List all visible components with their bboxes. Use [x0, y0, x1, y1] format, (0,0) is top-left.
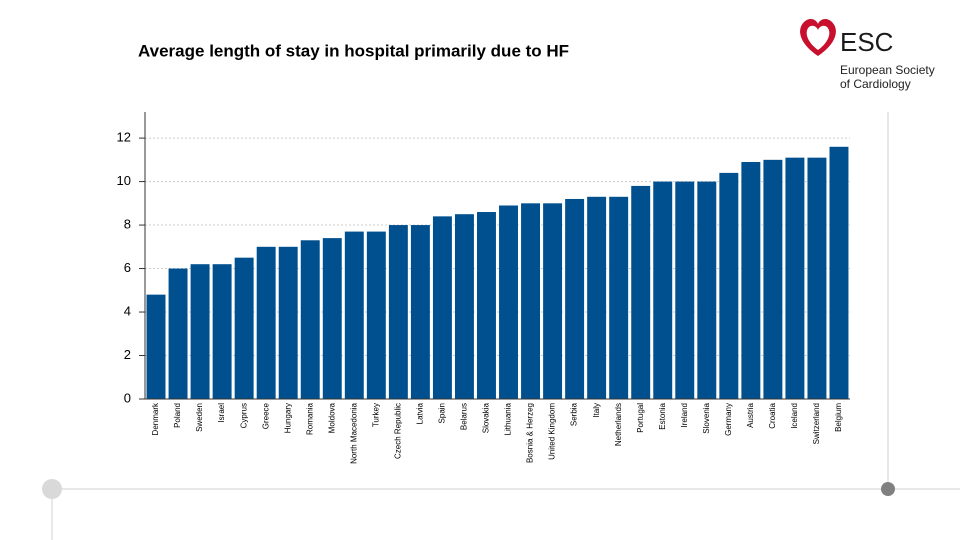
bar	[454, 214, 474, 399]
bar	[410, 225, 430, 399]
logo-line: European Society	[840, 63, 935, 77]
bar	[785, 157, 805, 399]
bar	[719, 172, 739, 399]
y-tick-label: 2	[124, 347, 131, 362]
bar	[322, 238, 342, 399]
bar	[829, 146, 849, 399]
decor-dot	[42, 479, 62, 499]
x-tick-label: Hungary	[283, 403, 292, 433]
x-tick-label: Poland	[173, 403, 182, 428]
bar	[300, 240, 320, 399]
x-tick-label: Turkey	[371, 403, 380, 427]
bar	[388, 225, 408, 399]
x-tick-label: Serbia	[570, 402, 579, 426]
x-tick-label: Estonia	[658, 402, 667, 429]
logo: ESC European Society of Cardiology	[800, 18, 935, 91]
x-tick-label: Latvia	[416, 402, 425, 424]
bar	[432, 216, 452, 399]
bar	[763, 159, 783, 399]
x-tick-label: Switzerland	[812, 403, 821, 444]
x-tick-label: Romania	[305, 402, 314, 435]
y-tick-label: 6	[124, 260, 131, 275]
x-tick-label: Cyprus	[239, 403, 248, 428]
x-tick-label: Moldova	[327, 402, 336, 433]
y-tick-label: 8	[124, 216, 131, 231]
logo-acronym: ESC	[840, 27, 893, 57]
y-tick-label: 0	[124, 390, 131, 405]
y-tick-label: 4	[124, 303, 131, 318]
y-tick-label: 12	[117, 130, 131, 145]
bar	[609, 196, 629, 399]
x-tick-label: Belgium	[834, 403, 843, 432]
bar	[190, 264, 210, 399]
bar	[212, 264, 232, 399]
plot: 0 2 4 6 8 10 12 Denmark Poland Sweden Israel Cyprus…	[117, 112, 850, 464]
x-tick-label: Denmark	[151, 402, 160, 435]
bar	[499, 205, 518, 399]
bar	[543, 203, 563, 399]
bar	[256, 246, 276, 399]
x-tick-label: Spain	[438, 403, 447, 423]
x-tick-label: Portugal	[636, 403, 645, 433]
x-tick-label: Czech Republic	[393, 403, 402, 459]
x-tick-label: United Kingdom	[548, 403, 557, 460]
x-tick-label: Bosnia & Herzeg	[526, 403, 535, 463]
bar	[168, 268, 188, 399]
x-tick-label: Lithuania	[504, 402, 513, 435]
bar	[521, 203, 541, 399]
bar	[234, 257, 254, 399]
x-tick-label: Iceland	[790, 403, 799, 429]
bar	[675, 181, 695, 399]
x-tick-label: Slovakia	[482, 402, 491, 433]
x-tick-label: Italy	[592, 403, 601, 418]
x-tick-label: Germany	[724, 403, 733, 436]
bar	[477, 212, 496, 399]
x-tick-label: Croatia	[768, 402, 777, 428]
x-tick-label: Ireland	[680, 403, 689, 427]
bar	[653, 181, 673, 399]
x-tick-label: Netherlands	[614, 403, 623, 446]
bar	[344, 231, 364, 399]
y-tick-label: 10	[117, 173, 131, 188]
bar	[366, 231, 386, 399]
x-tick-label: Austria	[746, 402, 755, 427]
logo-line: of Cardiology	[840, 77, 911, 91]
bar	[565, 198, 585, 399]
bar	[146, 294, 166, 399]
decor-dot	[881, 482, 895, 496]
chart-title: Average length of stay in hospital prima…	[138, 41, 569, 60]
x-tick-label: North Macedonia	[349, 402, 358, 463]
bar	[807, 157, 827, 399]
x-tick-label: Slovenia	[702, 402, 711, 433]
bar	[587, 196, 607, 399]
bar	[278, 246, 298, 399]
logo-heart-inner	[806, 25, 830, 50]
bar	[697, 181, 717, 399]
bar	[631, 185, 651, 399]
x-tick-label: Sweden	[195, 403, 204, 432]
x-tick-label: Greece	[261, 402, 270, 429]
x-tick-label: Belarus	[460, 403, 469, 430]
x-tick-label: Israel	[217, 403, 226, 423]
bar	[741, 162, 761, 399]
